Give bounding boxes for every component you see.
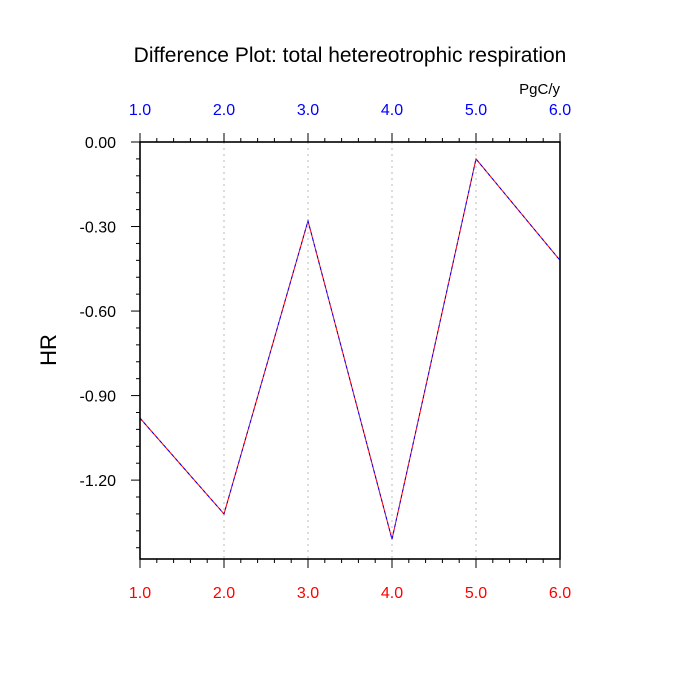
x-tick-label-bottom: 2.0: [213, 585, 235, 602]
axis-ticks: [131, 133, 561, 568]
x-tick-label-top: 2.0: [213, 102, 235, 119]
x-tick-label-top: 1.0: [129, 102, 151, 119]
y-tick-label: -0.90: [80, 389, 117, 406]
x-tick-label-top: 4.0: [381, 102, 403, 119]
units-label: PgC/y: [519, 81, 560, 98]
x-tick-label-top: 6.0: [549, 102, 571, 119]
x-tick-label-top: 3.0: [297, 102, 319, 119]
data-lines: [139, 157, 561, 540]
y-tick-label: -1.20: [80, 473, 117, 490]
x-tick-label-bottom: 6.0: [549, 585, 571, 602]
difference-line-blue: [139, 157, 561, 540]
grid-lines: [223, 142, 477, 559]
y-tick-label: 0.00: [85, 135, 116, 152]
y-tick-label: -0.30: [80, 220, 117, 237]
x-tick-label-bottom: 3.0: [297, 585, 319, 602]
x-tick-label-bottom: 5.0: [465, 585, 487, 602]
x-tick-label-bottom: 4.0: [381, 585, 403, 602]
x-tick-label-top: 5.0: [465, 102, 487, 119]
tick-labels: 1.0 1.0 2.0 2.0 3.0 3.0 4.0 4.0 5.0 5.0 6.0 6.0 0.00…: [80, 102, 572, 602]
plot-frame: [139, 141, 561, 560]
x-tick-label-bottom: 1.0: [129, 585, 151, 602]
difference-line-red: [139, 157, 561, 540]
y-axis-label: HR: [36, 334, 61, 366]
chart-title: Difference Plot: total hetereotrophic re…: [134, 44, 567, 67]
y-tick-label: -0.60: [80, 304, 117, 321]
